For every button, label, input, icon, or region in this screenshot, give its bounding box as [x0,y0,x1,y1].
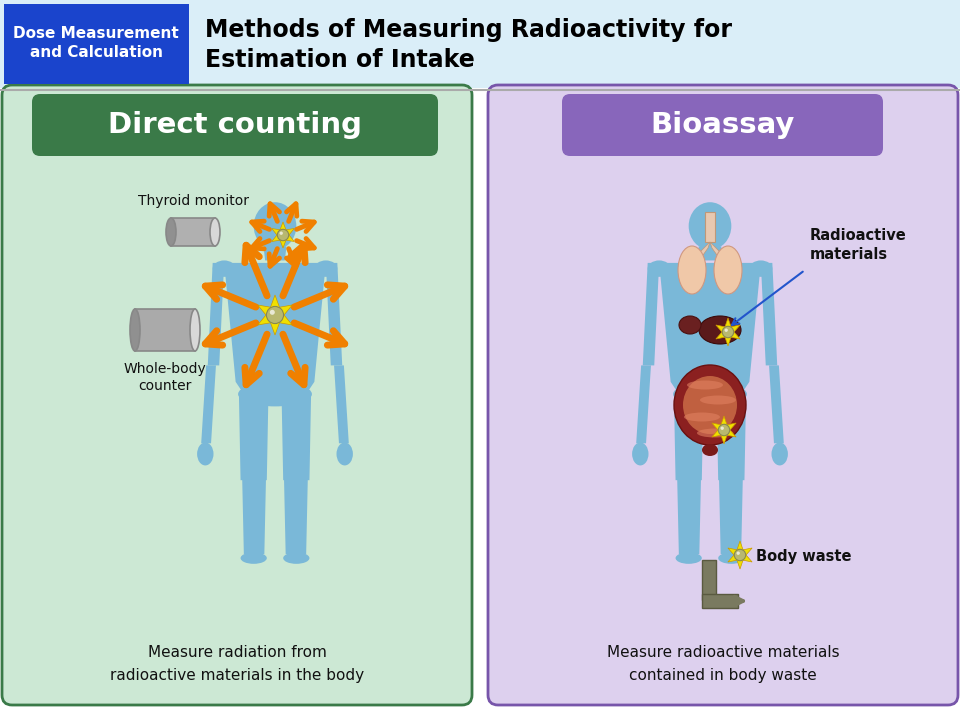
Circle shape [267,307,283,323]
Polygon shape [207,263,224,365]
Ellipse shape [197,443,213,465]
Polygon shape [710,242,732,268]
Text: Bioassay: Bioassay [651,111,795,139]
Ellipse shape [679,316,701,334]
Polygon shape [719,479,743,554]
Circle shape [736,552,740,555]
Ellipse shape [241,552,267,564]
FancyBboxPatch shape [705,212,715,242]
Circle shape [734,549,746,561]
Circle shape [721,426,724,430]
Ellipse shape [253,202,297,250]
Ellipse shape [702,444,718,456]
Polygon shape [281,394,311,480]
Ellipse shape [676,552,702,564]
Polygon shape [202,365,216,444]
Text: Thyroid monitor: Thyroid monitor [137,194,249,208]
Ellipse shape [337,443,353,465]
FancyBboxPatch shape [702,560,716,600]
Ellipse shape [699,316,741,344]
Polygon shape [272,222,295,248]
Ellipse shape [750,261,772,276]
FancyBboxPatch shape [2,85,472,705]
Polygon shape [712,416,736,444]
Polygon shape [674,394,704,480]
Ellipse shape [687,380,723,390]
FancyBboxPatch shape [4,4,189,84]
Polygon shape [242,479,266,554]
Circle shape [270,310,275,315]
Polygon shape [699,246,722,261]
Polygon shape [325,263,342,365]
Ellipse shape [166,218,176,246]
Polygon shape [688,242,710,268]
FancyBboxPatch shape [135,309,195,351]
Polygon shape [643,263,660,365]
Text: Direct counting: Direct counting [108,111,362,139]
Ellipse shape [238,382,312,406]
Ellipse shape [678,246,706,294]
Text: Estimation of Intake: Estimation of Intake [205,48,475,72]
Polygon shape [761,263,778,365]
Text: Methods of Measuring Radioactivity for: Methods of Measuring Radioactivity for [205,18,732,42]
Ellipse shape [697,428,733,438]
Circle shape [725,328,728,332]
Circle shape [279,232,283,235]
Ellipse shape [673,382,747,406]
Polygon shape [728,541,752,569]
Polygon shape [677,479,701,554]
Ellipse shape [632,443,649,465]
Ellipse shape [283,552,309,564]
Ellipse shape [772,443,788,465]
Polygon shape [769,365,783,444]
Text: Dose Measurement
and Calculation: Dose Measurement and Calculation [13,26,179,60]
Text: Whole-body
counter: Whole-body counter [124,362,206,393]
Text: Radioactive
materials: Radioactive materials [810,228,907,262]
Circle shape [277,229,289,240]
Ellipse shape [648,261,671,276]
FancyBboxPatch shape [171,218,215,246]
Polygon shape [660,263,761,394]
Polygon shape [284,479,308,554]
Ellipse shape [688,202,732,250]
Ellipse shape [714,246,742,294]
Text: Measure radioactive materials
contained in body waste: Measure radioactive materials contained … [607,645,839,683]
Ellipse shape [684,413,720,421]
Ellipse shape [683,376,737,434]
Polygon shape [224,263,325,394]
Polygon shape [334,365,348,444]
FancyBboxPatch shape [0,0,960,88]
FancyBboxPatch shape [562,94,883,156]
Polygon shape [716,318,740,346]
FancyBboxPatch shape [32,94,438,156]
Ellipse shape [130,309,140,351]
Text: Body waste: Body waste [756,549,852,564]
Ellipse shape [674,365,746,445]
FancyBboxPatch shape [702,594,738,608]
Polygon shape [257,295,293,335]
Polygon shape [716,394,746,480]
Text: Measure radiation from
radioactive materials in the body: Measure radiation from radioactive mater… [110,645,364,683]
Ellipse shape [314,261,337,276]
Ellipse shape [718,552,744,564]
Ellipse shape [210,218,220,246]
Ellipse shape [190,309,200,351]
Polygon shape [263,246,286,261]
Polygon shape [636,365,651,444]
FancyBboxPatch shape [488,85,958,705]
Ellipse shape [213,261,235,276]
Circle shape [722,326,733,338]
Polygon shape [239,394,269,480]
Ellipse shape [700,395,736,405]
Circle shape [718,424,730,436]
